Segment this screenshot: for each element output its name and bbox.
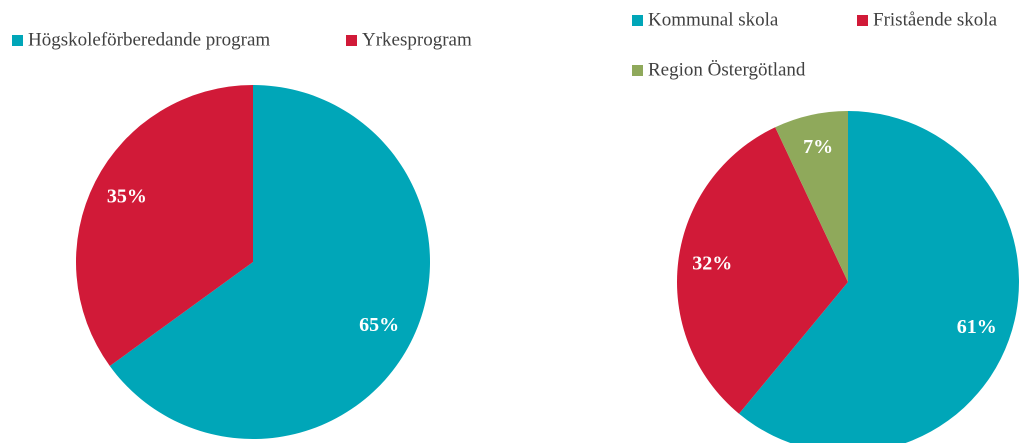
pie-slice [109, 85, 431, 440]
pie-slice [775, 111, 848, 282]
data-label: 7% [803, 136, 833, 158]
legend-swatch [12, 35, 23, 46]
legend-label: Fristående skola [873, 9, 998, 30]
legend-swatch [632, 15, 643, 26]
data-label: 65% [359, 314, 399, 336]
pie-slice [76, 85, 253, 367]
pie-slice [739, 111, 1019, 443]
legend-swatch [346, 35, 357, 46]
legend-label: Yrkesprogram [362, 29, 472, 50]
legend-swatch [857, 15, 868, 26]
legend-swatch [632, 65, 643, 76]
data-label: 32% [692, 252, 732, 274]
data-label: 61% [957, 316, 997, 338]
legend-label: Region Östergötland [648, 59, 806, 80]
data-label: 35% [107, 185, 147, 207]
legend-label: Kommunal skola [648, 9, 779, 30]
pie-slice [676, 127, 848, 414]
legend-label: Högskoleförberedande program [28, 29, 270, 50]
